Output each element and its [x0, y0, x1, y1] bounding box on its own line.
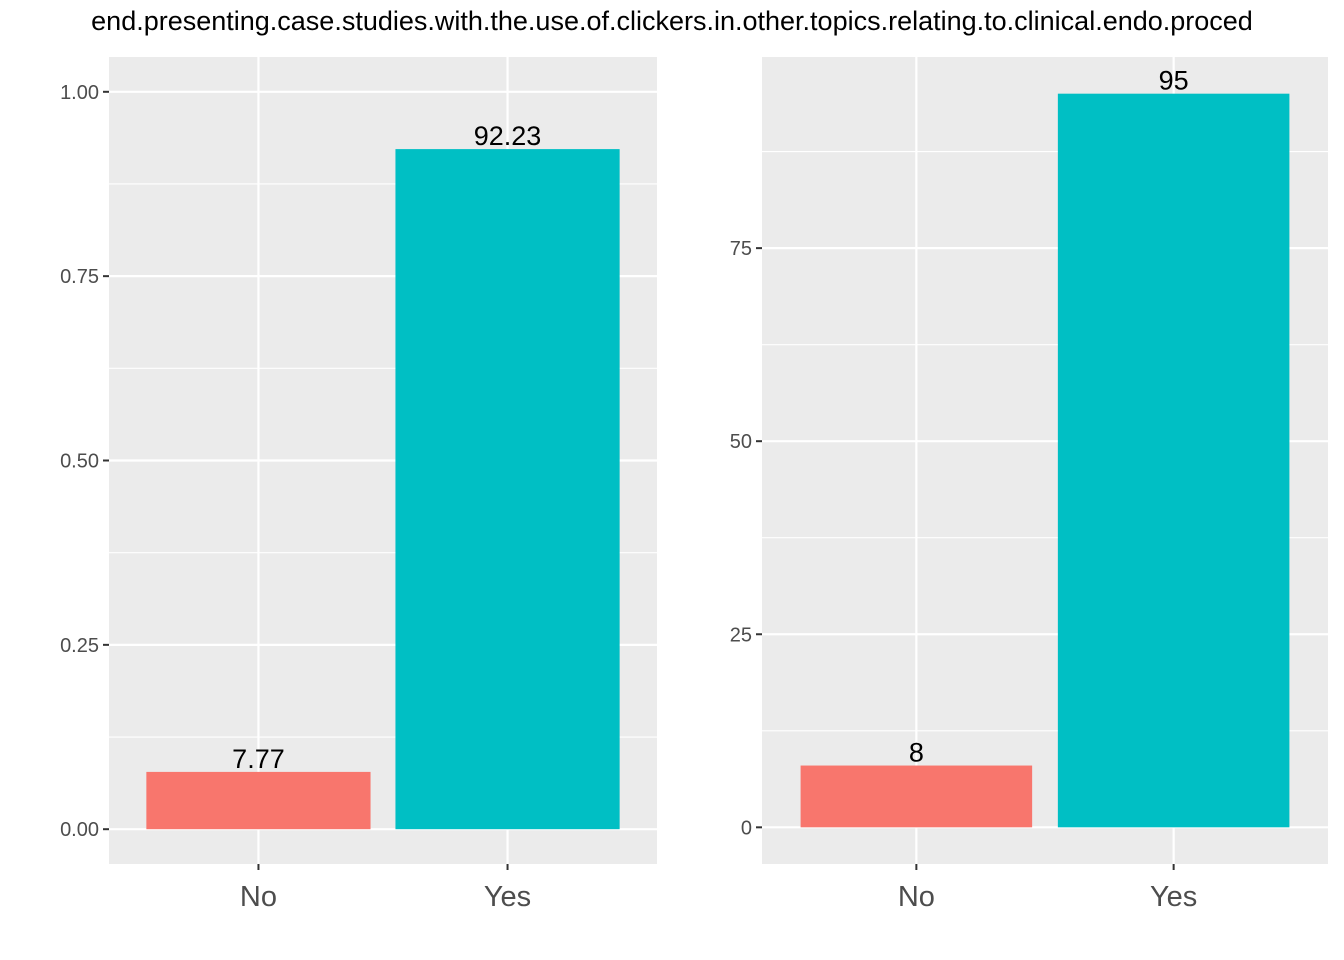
y-tick-label: 0.00 — [60, 819, 99, 841]
bar-no — [146, 771, 371, 830]
x-tick-label-no: No — [898, 881, 935, 913]
data-label-no: 7.77 — [232, 744, 285, 774]
y-tick-label: 50 — [730, 431, 752, 453]
y-tick-label: 0.25 — [60, 635, 99, 657]
y-tick-label: 0 — [741, 817, 752, 839]
y-tick-label: 1.00 — [60, 82, 99, 104]
data-label-no: 8 — [909, 738, 924, 768]
chart-title: end.presenting.case.studies.with.the.use… — [0, 6, 1344, 37]
x-tick-label-yes: Yes — [484, 881, 531, 913]
y-tick-label: 25 — [730, 624, 752, 646]
bar-yes — [1057, 93, 1290, 828]
bar-no — [800, 765, 1033, 828]
bar-yes — [395, 149, 620, 830]
chart-panel-1: 0.00 0.25 0.50 0.75 1.00 7.77 No 92.23 Yes — [60, 57, 657, 913]
y-tick-label: 0.75 — [60, 266, 99, 288]
x-tick-label-yes: Yes — [1150, 881, 1197, 913]
x-tick-label-no: No — [240, 881, 277, 913]
chart-title-text: end.presenting.case.studies.with.the.use… — [91, 6, 1253, 36]
chart-panel-2: 0 25 50 75 8 No 95 Yes — [730, 57, 1328, 913]
data-label-yes: 95 — [1159, 66, 1189, 96]
data-label-yes: 92.23 — [474, 121, 542, 151]
y-tick-label: 0.50 — [60, 451, 99, 473]
y-tick-label: 75 — [730, 238, 752, 260]
